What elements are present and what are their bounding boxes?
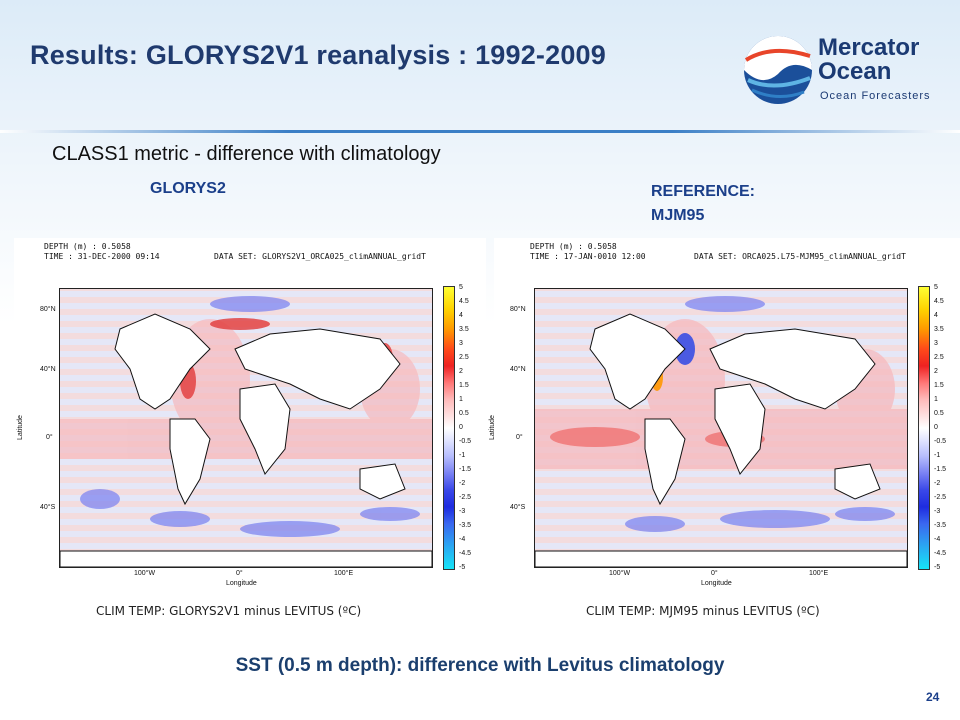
- colorbar-tick-label: -4: [459, 536, 466, 543]
- colorbar-tick-label: 5: [459, 284, 463, 291]
- colorbar-tick-label: 1: [459, 396, 463, 403]
- colorbar-tick-label: 4: [459, 312, 463, 319]
- colorbar-tick-label: 2.5: [934, 354, 944, 361]
- colorbar-tick-label: -1.5: [934, 466, 947, 473]
- colorbar-tick-label: -3.5: [934, 522, 947, 529]
- colorbar-tick-label: -2.5: [459, 494, 472, 501]
- colorbar-tick-label: 1.5: [934, 382, 944, 389]
- colorbar-tick-label: -1.5: [459, 466, 472, 473]
- lat-label: 40°S: [40, 504, 56, 511]
- right-label-line2: MJM95: [651, 207, 705, 224]
- colorbar-tick-label: -4: [934, 536, 941, 543]
- colorbar-tick-label: -4.5: [459, 550, 472, 557]
- colorbar-tick-label: -5: [934, 564, 941, 571]
- colorbar-tick-label: -2: [459, 480, 466, 487]
- y-axis-name: Latitude: [16, 415, 24, 440]
- lon-label: 100°W: [609, 570, 631, 577]
- lon-label: 100°E: [809, 570, 829, 577]
- depth-text: DEPTH (m) : 0.5058: [44, 242, 131, 251]
- colorbar-tick-label: 0.5: [459, 410, 469, 417]
- colorbar-tick-label: -1: [934, 452, 941, 459]
- colorbar-tick-label: 3.5: [934, 326, 944, 333]
- time-text: TIME : 17-JAN-0010 12:00: [530, 252, 646, 261]
- mercator-ocean-logo: [744, 36, 812, 104]
- panel-caption: CLIM TEMP: MJM95 minus LEVITUS (ºC): [586, 604, 820, 618]
- colorbar-tick-label: 0.5: [934, 410, 944, 417]
- dataset-text: DATA SET: GLORYS2V1_ORCA025_climANNUAL_g…: [214, 252, 426, 261]
- x-axis-name: Longitude: [701, 580, 732, 587]
- colorbar-tick-label: 0: [459, 424, 463, 431]
- colorbar-tick-label: 1.5: [459, 382, 469, 389]
- logo-tagline: Ocean Forecasters: [820, 90, 931, 102]
- colorbar-tick-label: 2: [934, 368, 938, 375]
- lat-label: 40°N: [40, 366, 56, 373]
- lon-label: 100°E: [334, 570, 354, 577]
- colorbar-tick-label: 4.5: [934, 298, 944, 305]
- colorbar-tick-label: -3: [934, 508, 941, 515]
- colorbar-tick-label: -2: [934, 480, 941, 487]
- page-number: 24: [926, 690, 940, 704]
- dataset-text: DATA SET: ORCA025.L75-MJM95_climANNUAL_g…: [694, 252, 906, 261]
- lat-label: 0°: [46, 434, 53, 441]
- depth-text: DEPTH (m) : 0.5058: [530, 242, 617, 251]
- colorbar: [443, 286, 455, 570]
- glorys2-map-panel: DEPTH (m) : 0.5058 TIME : 31-DEC-2000 09…: [14, 238, 486, 634]
- colorbar-tick-label: 2: [459, 368, 463, 375]
- mjm95-map-panel: DEPTH (m) : 0.5058 TIME : 17-JAN-0010 12…: [489, 238, 960, 634]
- bottom-caption: SST (0.5 m depth): difference with Levit…: [235, 655, 725, 676]
- colorbar-tick-label: 3: [459, 340, 463, 347]
- colorbar-tick-label: 0: [934, 424, 938, 431]
- logo-text-mercator: Mercator: [818, 34, 920, 61]
- y-axis-name: Latitude: [488, 415, 496, 440]
- colorbar-tick-label: 4.5: [459, 298, 469, 305]
- colorbar-tick-label: -3.5: [459, 522, 472, 529]
- colorbar-tick-label: -2.5: [934, 494, 947, 501]
- right-label-line1: REFERENCE:: [651, 183, 756, 200]
- colorbar-tick-label: 3: [934, 340, 938, 347]
- panel-caption: CLIM TEMP: GLORYS2V1 minus LEVITUS (ºC): [96, 604, 362, 618]
- time-text: TIME : 31-DEC-2000 09:14: [44, 252, 160, 261]
- colorbar-tick-label: 5: [934, 284, 938, 291]
- left-panel-label: GLORYS2: [150, 180, 226, 197]
- colorbar-tick-label: -1: [459, 452, 466, 459]
- header-divider: [0, 130, 960, 133]
- lat-label: 80°N: [510, 306, 526, 313]
- sst-difference-map: [59, 288, 433, 568]
- colorbar-tick-label: -4.5: [934, 550, 947, 557]
- lon-label: 0°: [236, 570, 243, 577]
- slide-subtitle: CLASS1 metric - difference with climatol…: [52, 143, 441, 165]
- sst-difference-map: [534, 288, 908, 568]
- x-axis-name: Longitude: [226, 580, 257, 587]
- lat-label: 40°S: [510, 504, 526, 511]
- lat-label: 80°N: [40, 306, 56, 313]
- colorbar-tick-label: -5: [459, 564, 466, 571]
- lon-label: 0°: [711, 570, 718, 577]
- lon-label: 100°W: [134, 570, 156, 577]
- colorbar-tick-label: -3: [459, 508, 466, 515]
- lat-label: 40°N: [510, 366, 526, 373]
- lat-label: 0°: [516, 434, 523, 441]
- colorbar-tick-label: 4: [934, 312, 938, 319]
- colorbar-tick-label: 2.5: [459, 354, 469, 361]
- colorbar: [918, 286, 930, 570]
- slide-title: Results: GLORYS2V1 reanalysis : 1992-200…: [30, 40, 606, 70]
- colorbar-tick-label: -0.5: [934, 438, 947, 445]
- colorbar-tick-label: 3.5: [459, 326, 469, 333]
- logo-text-ocean: Ocean: [818, 58, 892, 85]
- right-panel-label: REFERENCE: MJM95: [651, 180, 801, 228]
- colorbar-tick-label: -0.5: [459, 438, 472, 445]
- colorbar-tick-label: 1: [934, 396, 938, 403]
